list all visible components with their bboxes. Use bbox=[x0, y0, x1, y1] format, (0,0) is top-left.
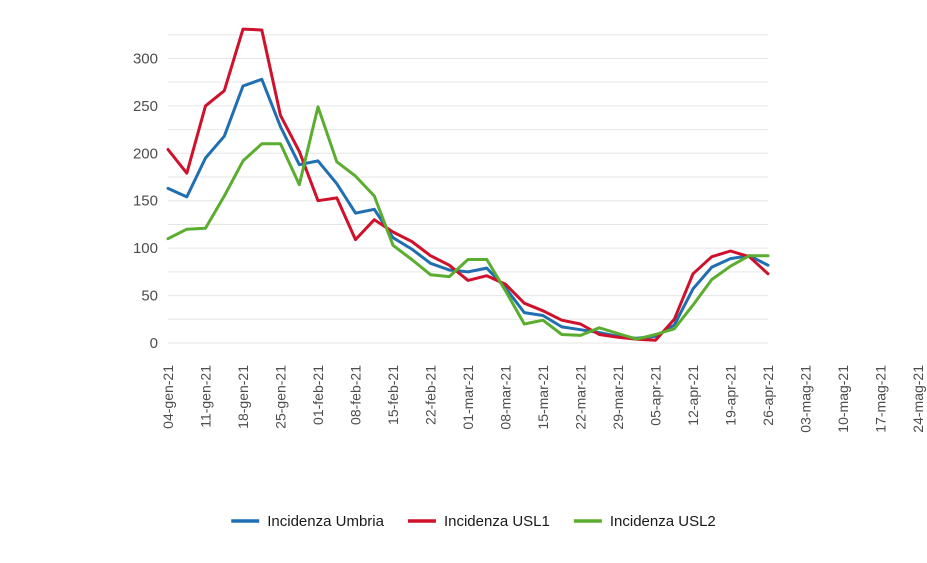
y-tick-label: 200 bbox=[133, 145, 158, 162]
y-tick-label: 0 bbox=[150, 335, 158, 352]
x-tick-label: 15-mar-21 bbox=[535, 365, 551, 430]
gridlines bbox=[168, 34, 768, 344]
series-line-3 bbox=[166, 105, 770, 341]
x-tick-label: 19-apr-21 bbox=[723, 365, 739, 426]
x-tick-label: 11-gen-21 bbox=[198, 365, 214, 428]
x-tick-label: 22-mar-21 bbox=[573, 365, 589, 430]
y-tick-label: 50 bbox=[141, 288, 158, 305]
x-axis-ticks: 04-gen-21 11-gen-21 18-gen-21 25-gen-21 01-f… bbox=[160, 365, 926, 433]
x-tick-label: 04-gen-21 bbox=[160, 365, 176, 429]
y-tick-label: 100 bbox=[133, 240, 158, 257]
x-tick-label: 05-apr-21 bbox=[648, 365, 664, 426]
series-line-2 bbox=[166, 27, 770, 342]
x-tick-label: 25-gen-21 bbox=[273, 365, 289, 429]
x-tick-label: 08-mar-21 bbox=[498, 365, 514, 430]
x-tick-label: 22-feb-21 bbox=[423, 365, 439, 425]
legend: Incidenza Umbria Incidenza USL1 Incidenza … bbox=[231, 513, 716, 530]
x-tick-label: 01-feb-21 bbox=[310, 365, 326, 425]
y-axis-ticks: 0 50 100 150 200 250 300 bbox=[133, 50, 158, 352]
legend-label-2: Incidenza USL1 bbox=[444, 513, 550, 530]
x-tick-label: 18-gen-21 bbox=[235, 365, 251, 429]
x-tick-label: 26-apr-21 bbox=[760, 365, 776, 426]
x-tick-label: 03-mag-21 bbox=[798, 365, 814, 433]
y-tick-label: 150 bbox=[133, 193, 158, 210]
y-tick-label: 250 bbox=[133, 98, 158, 115]
x-tick-label: 12-apr-21 bbox=[685, 365, 701, 426]
x-tick-label: 29-mar-21 bbox=[610, 365, 626, 430]
x-tick-label: 17-mag-21 bbox=[873, 365, 889, 433]
legend-label-1: Incidenza Umbria bbox=[267, 513, 384, 530]
x-tick-label: 10-mag-21 bbox=[835, 365, 851, 433]
y-tick-label: 300 bbox=[133, 50, 158, 67]
series-lines bbox=[166, 27, 770, 342]
x-tick-label: 01-mar-21 bbox=[460, 365, 476, 430]
legend-label-3: Incidenza USL2 bbox=[610, 513, 716, 530]
series-line-1 bbox=[166, 77, 770, 340]
x-tick-label: 15-feb-21 bbox=[385, 365, 401, 425]
x-tick-label: 24-mag-21 bbox=[910, 365, 926, 433]
x-tick-label: 08-feb-21 bbox=[348, 365, 364, 425]
